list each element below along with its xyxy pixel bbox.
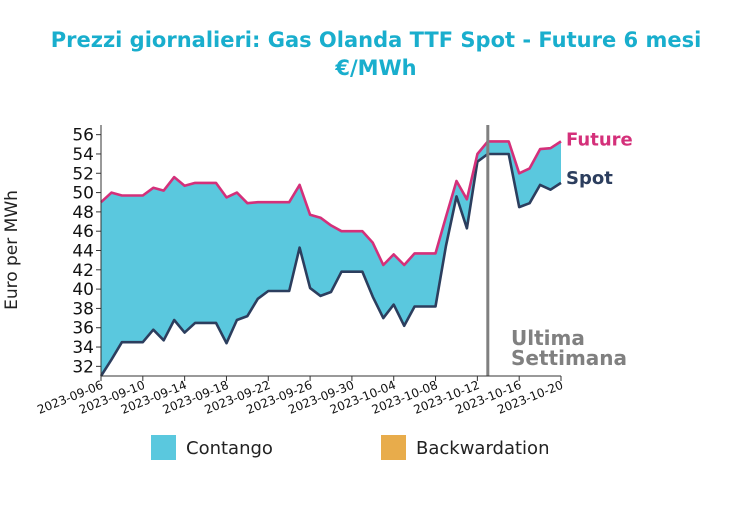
contango-fill-area [101, 141, 561, 376]
last-week-label-line1: Ultima [511, 326, 585, 350]
y-axis-label: Euro per MWh [2, 190, 22, 310]
y-tick-label: 32 [72, 357, 94, 377]
series-line-future [100, 140, 562, 267]
chart-title: Prezzi giornalieri: Gas Olanda TTF Spot … [51, 28, 702, 52]
y-tick-label: 46 [72, 222, 94, 242]
y-tick-label: 40 [72, 280, 94, 300]
legend: Contango Backwardation [151, 435, 549, 460]
legend-label-backwardation: Backwardation [416, 438, 549, 459]
y-tick-label: 34 [72, 338, 94, 358]
chart-subtitle: €/MWh [334, 56, 416, 80]
y-tick-label: 50 [72, 184, 94, 204]
series-label-future: Future [566, 129, 633, 150]
y-tick-label: 44 [72, 242, 94, 262]
y-tick-label: 36 [72, 319, 94, 339]
y-tick-label: 48 [72, 203, 94, 223]
legend-label-contango: Contango [186, 438, 273, 459]
y-tick-label: 54 [72, 145, 94, 165]
legend-swatch-backwardation [381, 435, 406, 460]
series-label-spot: Spot [566, 168, 613, 189]
legend-swatch-contango [151, 435, 176, 460]
y-tick-label: 56 [72, 126, 94, 146]
series-line-spot [99, 152, 562, 377]
y-tick-label: 38 [72, 299, 94, 319]
y-tick-label: 52 [72, 164, 94, 184]
last-week-label-line2: Settimana [511, 346, 627, 370]
y-tick-label: 42 [72, 261, 94, 281]
